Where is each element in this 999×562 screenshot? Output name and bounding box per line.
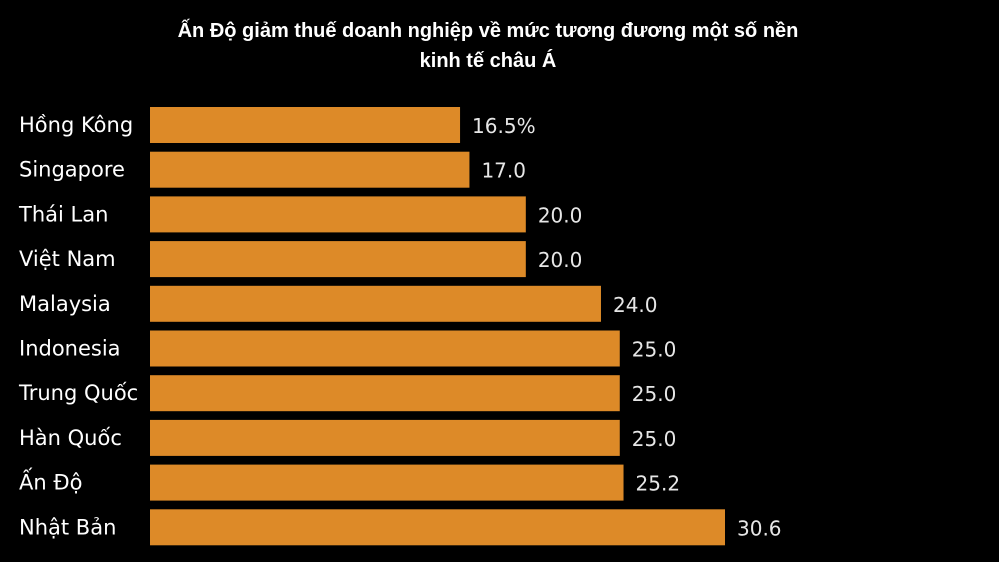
bar — [150, 241, 526, 278]
data-label: 25.2 — [636, 472, 681, 496]
bar — [150, 375, 620, 412]
data-label: 25.0 — [632, 382, 677, 406]
data-label: 17.0 — [481, 159, 526, 183]
data-label: 30.6 — [737, 516, 782, 540]
data-label: 20.0 — [538, 203, 583, 227]
chart-title: Ấn Độ giảm thuế doanh nghiệp về mức tươn… — [0, 16, 976, 76]
title-line-2: kinh tế châu Á — [419, 50, 557, 72]
data-label: 25.0 — [632, 427, 677, 451]
bar — [150, 107, 461, 143]
bar — [150, 330, 620, 367]
category-label: Hồng Kông — [19, 113, 133, 137]
bar — [150, 509, 725, 546]
category-label: Nhật Bản — [19, 515, 116, 539]
title-line-1: Ấn Độ giảm thuế doanh nghiệp về mức tươn… — [177, 20, 799, 42]
bar — [150, 196, 526, 233]
data-label: 24.0 — [613, 293, 658, 317]
category-label: Ấn Độ — [19, 468, 82, 495]
category-label: Hàn Quốc — [19, 426, 122, 450]
data-label: 16.5% — [472, 114, 536, 138]
bar — [150, 419, 620, 456]
data-label: 20.0 — [538, 248, 583, 272]
bar — [150, 285, 601, 322]
data-label: 25.0 — [632, 338, 677, 362]
bar — [150, 464, 624, 501]
category-label: Trung Quốc — [18, 381, 138, 405]
category-label: Việt Nam — [19, 247, 116, 271]
bar — [150, 151, 470, 188]
category-label: Indonesia — [19, 337, 121, 361]
category-label: Malaysia — [19, 292, 111, 316]
category-label: Thái Lan — [18, 202, 108, 226]
category-label: Singapore — [19, 158, 125, 182]
